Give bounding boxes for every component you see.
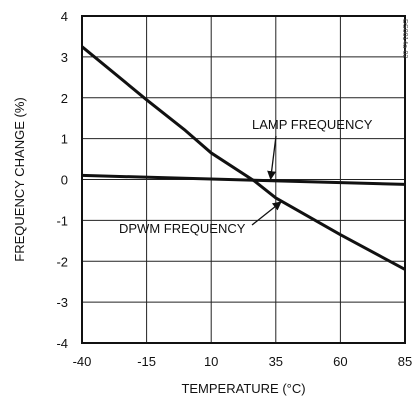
y-axis-title: FREQUENCY CHANGE (%)	[12, 97, 27, 261]
annotations: LAMP FREQUENCY DPWM FREQUENCY	[119, 117, 373, 236]
y-tick-label: 4	[61, 9, 68, 24]
figure-id-stamp: DS0014a-02	[401, 19, 408, 58]
dpwm-frequency-arrow	[251, 201, 282, 226]
x-axis-title: TEMPERATURE (°C)	[181, 381, 305, 396]
x-tick-label: 35	[269, 354, 283, 369]
y-tick-label: 2	[61, 91, 68, 106]
x-tick-label: -15	[137, 354, 156, 369]
y-tick-label: 0	[61, 173, 68, 188]
series-line-dpwm-frequency	[81, 45, 406, 271]
x-tick-label: 85	[398, 354, 412, 369]
y-tick-label: -4	[56, 336, 68, 351]
x-tick-label: 10	[204, 354, 218, 369]
y-tick-label: -1	[56, 213, 68, 228]
y-tick-label: -3	[56, 295, 68, 310]
series-line-lamp-frequency	[81, 173, 406, 186]
y-tick-label: -2	[56, 254, 68, 269]
lamp-frequency-arrow	[267, 135, 277, 181]
x-tick-label: 60	[333, 354, 347, 369]
y-tick-label: 1	[61, 132, 68, 147]
lamp-frequency-label: LAMP FREQUENCY	[252, 117, 373, 132]
x-tick-label: -40	[73, 354, 92, 369]
dpwm-frequency-label: DPWM FREQUENCY	[119, 221, 246, 236]
series-layer	[81, 45, 406, 271]
y-tick-label: 3	[61, 50, 68, 65]
plot-frame	[81, 15, 406, 344]
